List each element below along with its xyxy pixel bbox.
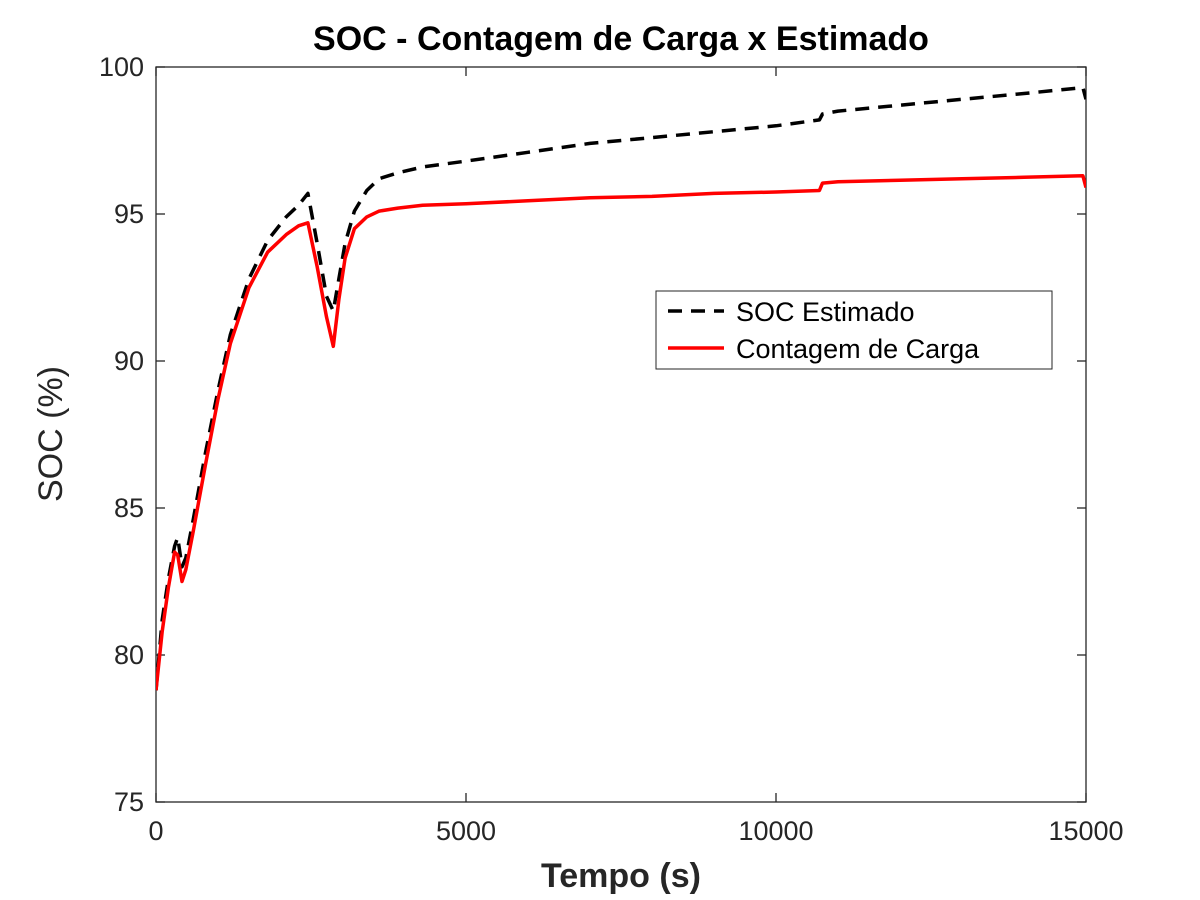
- series-line-soc-estimado: [156, 85, 1086, 691]
- x-tick-label: 10000: [738, 816, 813, 846]
- series-line-contagem-de-carga: [156, 174, 1086, 691]
- legend-label-contagem-de-carga: Contagem de Carga: [736, 334, 980, 364]
- y-tick-label: 95: [114, 199, 144, 229]
- y-tick-label: 80: [114, 640, 144, 670]
- y-axis-label: SOC (%): [32, 366, 70, 502]
- legend-box: [655, 290, 1053, 370]
- axis-ticks: 0 5000 10000 15000 75 80 85 90 95 100: [99, 52, 1124, 846]
- x-tick-label: 5000: [436, 816, 496, 846]
- y-tick-label: 75: [114, 787, 144, 817]
- y-tick-label: 90: [114, 346, 144, 376]
- chart-title: SOC - Contagem de Carga x Estimado: [313, 20, 929, 58]
- legend-label-soc-estimado: SOC Estimado: [736, 297, 915, 327]
- y-tick-label: 100: [99, 52, 144, 82]
- x-tick-label: 0: [148, 816, 163, 846]
- x-tick-label: 15000: [1048, 816, 1123, 846]
- x-axis-label: Tempo (s): [541, 857, 701, 895]
- y-tick-label: 85: [114, 493, 144, 523]
- series-layer: [156, 85, 1086, 691]
- plot-area-frame: [155, 66, 1087, 803]
- legend: SOC Estimado Contagem de Carga: [655, 290, 1053, 370]
